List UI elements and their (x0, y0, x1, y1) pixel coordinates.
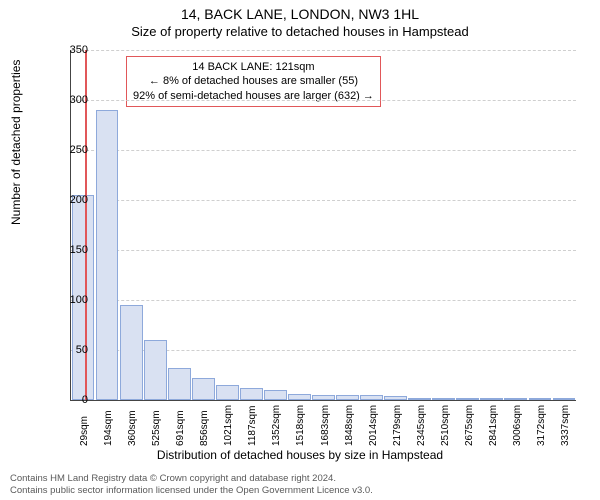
histogram-bar (504, 398, 527, 400)
ytick-label: 50 (58, 344, 88, 356)
histogram-bar (120, 305, 143, 400)
ytick-label: 200 (58, 194, 88, 206)
footer: Contains HM Land Registry data © Crown c… (10, 473, 373, 496)
xtick-label: 1518sqm (295, 405, 306, 446)
xtick-label: 2345sqm (416, 405, 427, 446)
ytick-label: 350 (58, 44, 88, 56)
footer-line-1: Contains HM Land Registry data © Crown c… (10, 473, 373, 484)
xtick-label: 2841sqm (488, 405, 499, 446)
xtick-label: 3006sqm (512, 405, 523, 446)
histogram-bar (432, 398, 455, 400)
histogram-bar (553, 398, 576, 400)
annotation-line-2: ← 8% of detached houses are smaller (55) (133, 74, 374, 88)
histogram-bar (192, 378, 215, 400)
xtick-label: 2014sqm (368, 405, 379, 446)
x-axis-label: Distribution of detached houses by size … (0, 448, 600, 462)
gridline (71, 50, 576, 51)
ytick-label: 0 (58, 394, 88, 406)
histogram-bar (336, 395, 359, 400)
xtick-label: 360sqm (127, 410, 138, 446)
histogram-bar (480, 398, 503, 400)
histogram-bar (456, 398, 479, 400)
histogram-bar (168, 368, 191, 400)
footer-line-2: Contains public sector information licen… (10, 485, 373, 496)
gridline (71, 250, 576, 251)
chart-title: 14, BACK LANE, LONDON, NW3 1HL (0, 0, 600, 22)
xtick-label: 1352sqm (271, 405, 282, 446)
xtick-label: 525sqm (151, 410, 162, 446)
histogram-bar (529, 398, 552, 400)
histogram-bar (288, 394, 311, 400)
histogram-bar (360, 395, 383, 400)
xtick-label: 29sqm (79, 416, 90, 446)
chart-subtitle: Size of property relative to detached ho… (0, 22, 600, 39)
xtick-label: 1021sqm (223, 405, 234, 446)
xtick-label: 2179sqm (392, 405, 403, 446)
gridline (71, 200, 576, 201)
xtick-label: 3337sqm (560, 405, 571, 446)
histogram-bar (96, 110, 119, 400)
ytick-label: 150 (58, 244, 88, 256)
annotation-line-1: 14 BACK LANE: 121sqm (133, 60, 374, 74)
plot-area: 14 BACK LANE: 121sqm ← 8% of detached ho… (70, 50, 576, 401)
xtick-label: 2675sqm (464, 405, 475, 446)
xtick-label: 2510sqm (440, 405, 451, 446)
histogram-bar (384, 396, 407, 400)
xtick-label: 194sqm (103, 410, 114, 446)
histogram-bar (264, 390, 287, 400)
histogram-bar (408, 398, 431, 400)
histogram-bar (240, 388, 263, 400)
ytick-label: 100 (58, 294, 88, 306)
histogram-bar (312, 395, 335, 400)
xtick-label: 856sqm (199, 410, 210, 446)
ytick-label: 250 (58, 144, 88, 156)
gridline (71, 300, 576, 301)
ytick-label: 300 (58, 94, 88, 106)
y-axis-label: Number of detached properties (9, 60, 23, 225)
histogram-bar (216, 385, 239, 400)
xtick-label: 1848sqm (344, 405, 355, 446)
xtick-label: 1683sqm (320, 405, 331, 446)
gridline (71, 100, 576, 101)
xtick-label: 3172sqm (536, 405, 547, 446)
chart-container: 14, BACK LANE, LONDON, NW3 1HL Size of p… (0, 0, 600, 500)
xtick-label: 691sqm (175, 410, 186, 446)
xtick-label: 1187sqm (247, 406, 258, 446)
gridline (71, 150, 576, 151)
histogram-bar (144, 340, 167, 400)
